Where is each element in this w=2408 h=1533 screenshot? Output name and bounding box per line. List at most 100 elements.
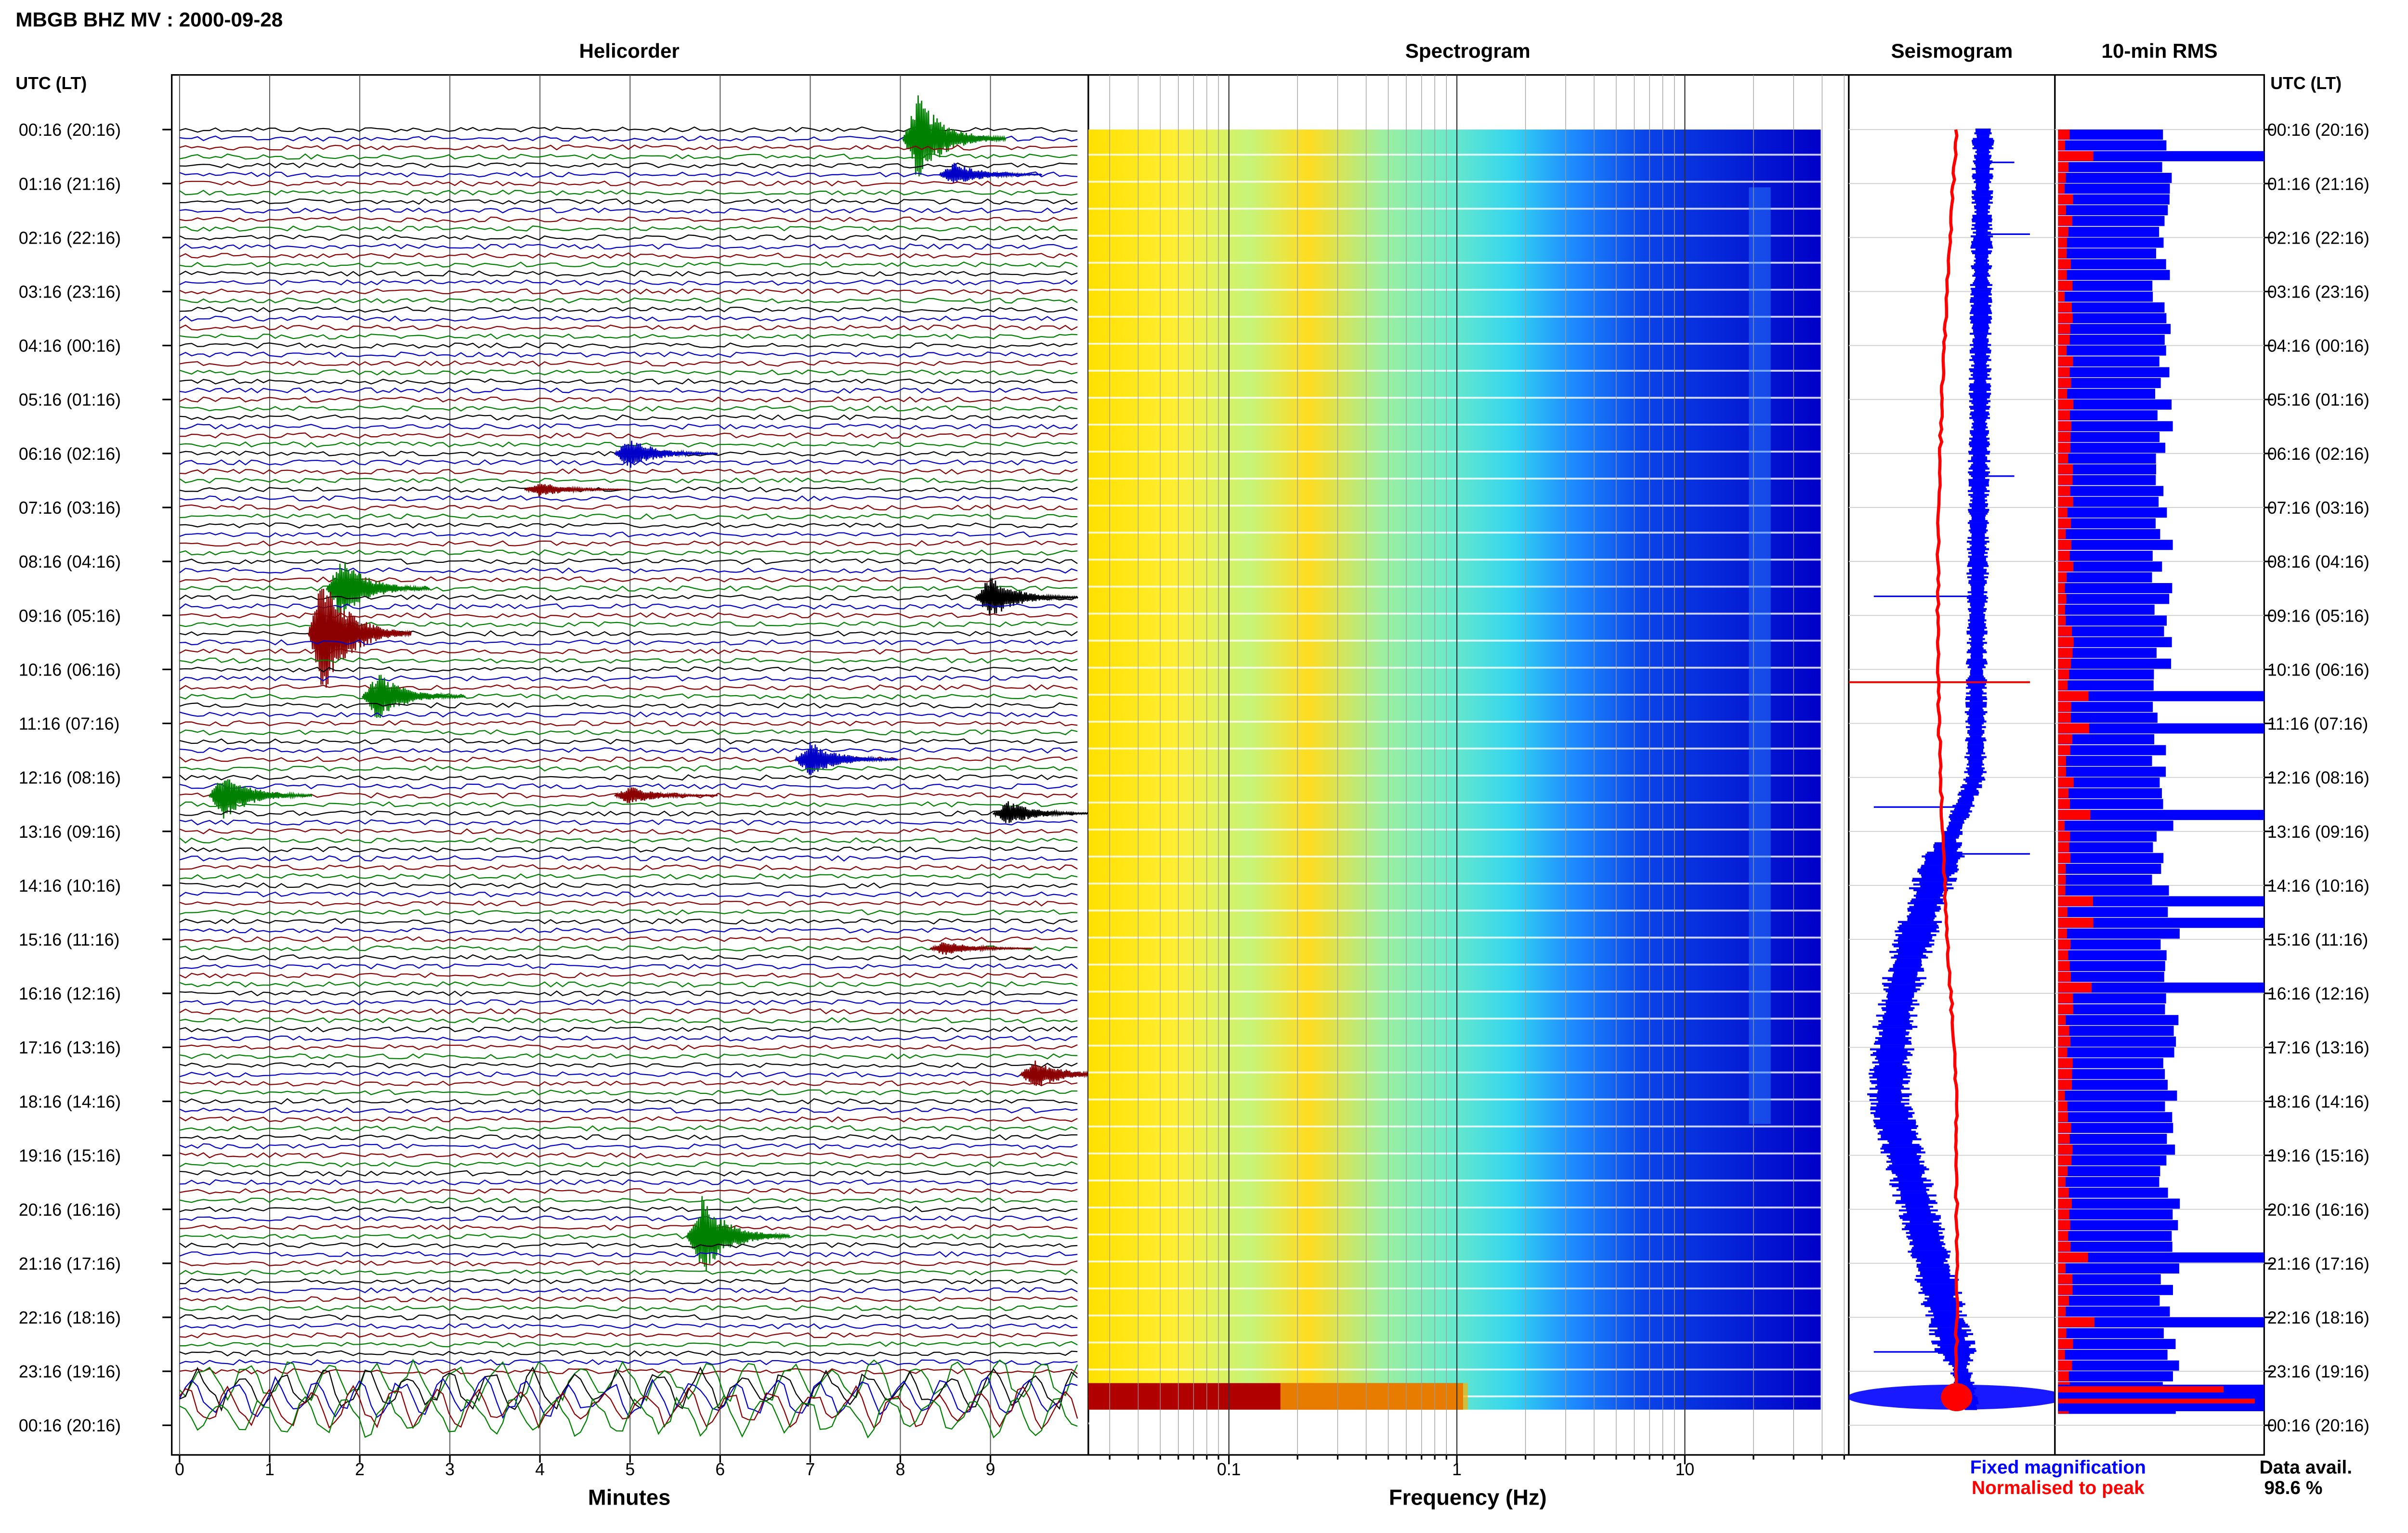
helicorder-trace <box>179 648 1078 655</box>
rms-bar-normalised <box>2058 1263 2066 1273</box>
time-label-right: 03:16 (23:16) <box>2267 283 2369 302</box>
rms-bar-fixed <box>2058 723 2264 734</box>
rms-bar-fixed <box>2058 205 2168 216</box>
rms-bar-fixed <box>2058 896 2264 907</box>
helicorder-trace <box>179 432 1078 439</box>
helicorder-trace <box>179 684 1078 691</box>
rms-bar-fixed <box>2058 377 2161 389</box>
rms-bar-fixed <box>2058 799 2163 809</box>
helicorder-trace <box>179 405 1078 412</box>
rms-bar-normalised <box>2058 324 2070 334</box>
rms-bar-normalised <box>2058 1091 2065 1101</box>
time-label-left: 09:16 (05:16) <box>19 606 121 625</box>
helicorder-trace <box>179 954 1078 961</box>
rms-bar-fixed <box>2058 1177 2159 1187</box>
time-label-right: 14:16 (10:16) <box>2267 876 2369 896</box>
time-label-right: 22:16 (18:16) <box>2267 1308 2369 1327</box>
rms-bar-normalised <box>2058 863 2066 874</box>
rms-bar-fixed <box>2058 1371 2173 1382</box>
helicorder-trace <box>179 1026 1078 1033</box>
rms-bar-fixed <box>2058 1091 2177 1101</box>
rms-bar-fixed <box>2058 1338 2176 1349</box>
time-label-right: 07:16 (03:16) <box>2267 498 2369 518</box>
rms-bar-fixed <box>2058 270 2170 280</box>
helicorder-x-label: Minutes <box>588 1485 670 1510</box>
rms-bar-fixed <box>2058 162 2162 172</box>
helicorder-trace <box>179 477 1078 484</box>
rms-bar-normalised <box>2058 421 2071 431</box>
time-label-left: 16:16 (12:16) <box>19 984 121 1003</box>
rms-bar-normalised <box>2058 939 2071 949</box>
rms-bar-normalised <box>2058 1220 2070 1230</box>
time-label-right: 23:16 (19:16) <box>2267 1362 2369 1381</box>
helicorder-trace <box>179 360 1078 367</box>
helicorder-trace <box>179 1080 1078 1087</box>
spectrogram-gap <box>1088 1234 1821 1235</box>
rms-bar-fixed <box>2058 572 2152 583</box>
rms-bar-normalised <box>2058 604 2065 615</box>
rms-bar-normalised <box>2058 1285 2073 1295</box>
rms-bar-fixed <box>2058 918 2264 928</box>
helicorder-trace <box>179 1269 1078 1275</box>
spectrogram-gap <box>1088 1341 1821 1344</box>
rms-bar-normalised <box>2058 691 2089 701</box>
rms-bar-normalised <box>2058 1079 2072 1090</box>
spectrogram-gap <box>1088 1098 1821 1101</box>
rms-bar-fixed <box>2058 950 2167 961</box>
rms-bar-normalised <box>2058 680 2068 690</box>
rms-bar-fixed <box>2058 777 2160 788</box>
rms-bar-normalised <box>2058 248 2067 259</box>
spectrogram-gap <box>1088 856 1821 857</box>
rms-bar-normalised <box>2058 1231 2068 1241</box>
helicorder-trace <box>179 900 1078 907</box>
seismogram-panel <box>1848 74 2056 1456</box>
rms-bar-normalised <box>2058 335 2070 345</box>
rms-bar-fixed <box>2058 486 2164 496</box>
helicorder-trace <box>179 1359 1078 1365</box>
spectrogram-x-tick-label: 0.1 <box>1217 1460 1241 1479</box>
rms-bar-fixed <box>2058 626 2164 637</box>
helicorder-trace <box>179 981 1078 988</box>
helicorder-trace <box>179 909 1078 916</box>
time-label-left: 22:16 (18:16) <box>19 1308 121 1327</box>
helicorder-trace <box>179 261 1078 268</box>
rms-bar-normalised <box>2058 356 2073 366</box>
spectrogram-gap <box>1088 1179 1821 1182</box>
spectrogram-gap <box>1088 1206 1821 1208</box>
helicorder-trace <box>179 1089 1078 1096</box>
rms-bar-fixed <box>2058 140 2167 151</box>
time-label-left: 00:16 (20:16) <box>19 120 121 140</box>
rms-bar-fixed <box>2058 1263 2179 1274</box>
helicorder-trace <box>179 549 1078 556</box>
helicorder-event <box>929 942 1034 955</box>
helicorder-trace <box>179 1197 1078 1204</box>
helicorder-trace <box>179 765 1078 772</box>
rms-bar-normalised <box>2058 842 2069 852</box>
helicorder-panel: 0 1 2 3 4 5 6 7 8 9 Minutes <box>171 74 1089 1510</box>
time-label-right: 01:16 (21:16) <box>2267 174 2369 194</box>
helicorder-trace <box>179 1305 1078 1312</box>
time-label-left: 18:16 (14:16) <box>19 1092 121 1111</box>
helicorder-trace <box>179 999 1078 1006</box>
time-label-right: 08:16 (04:16) <box>2267 552 2369 572</box>
rms-bar-fixed <box>2058 345 2166 356</box>
spectrogram-gap <box>1088 1017 1821 1020</box>
rms-bar-fixed <box>2058 993 2166 1004</box>
rms-bar-normalised <box>2058 205 2066 215</box>
rms-bar-normalised <box>2058 1187 2069 1198</box>
spectrogram-gap <box>1088 1287 1821 1290</box>
right-axis-title: UTC (LT) <box>2270 74 2342 93</box>
rms-bar-normalised <box>2058 1166 2068 1176</box>
helicorder-trace <box>179 801 1078 808</box>
rms-bar-fixed <box>2058 1198 2180 1209</box>
time-label-right: 21:16 (17:16) <box>2267 1254 2369 1273</box>
rms-bar-normalised <box>2058 950 2068 961</box>
rms-bar-normalised <box>2058 280 2073 291</box>
rms-bar-fixed <box>2058 1112 2172 1122</box>
figure-title: MBGB BHZ MV : 2000-09-28 <box>15 8 283 31</box>
rms-bar-fixed <box>2058 1360 2179 1371</box>
rms-bar-fixed <box>2058 399 2172 410</box>
spectrogram-gap <box>1088 585 1821 588</box>
helicorder-trace <box>179 1358 1078 1402</box>
